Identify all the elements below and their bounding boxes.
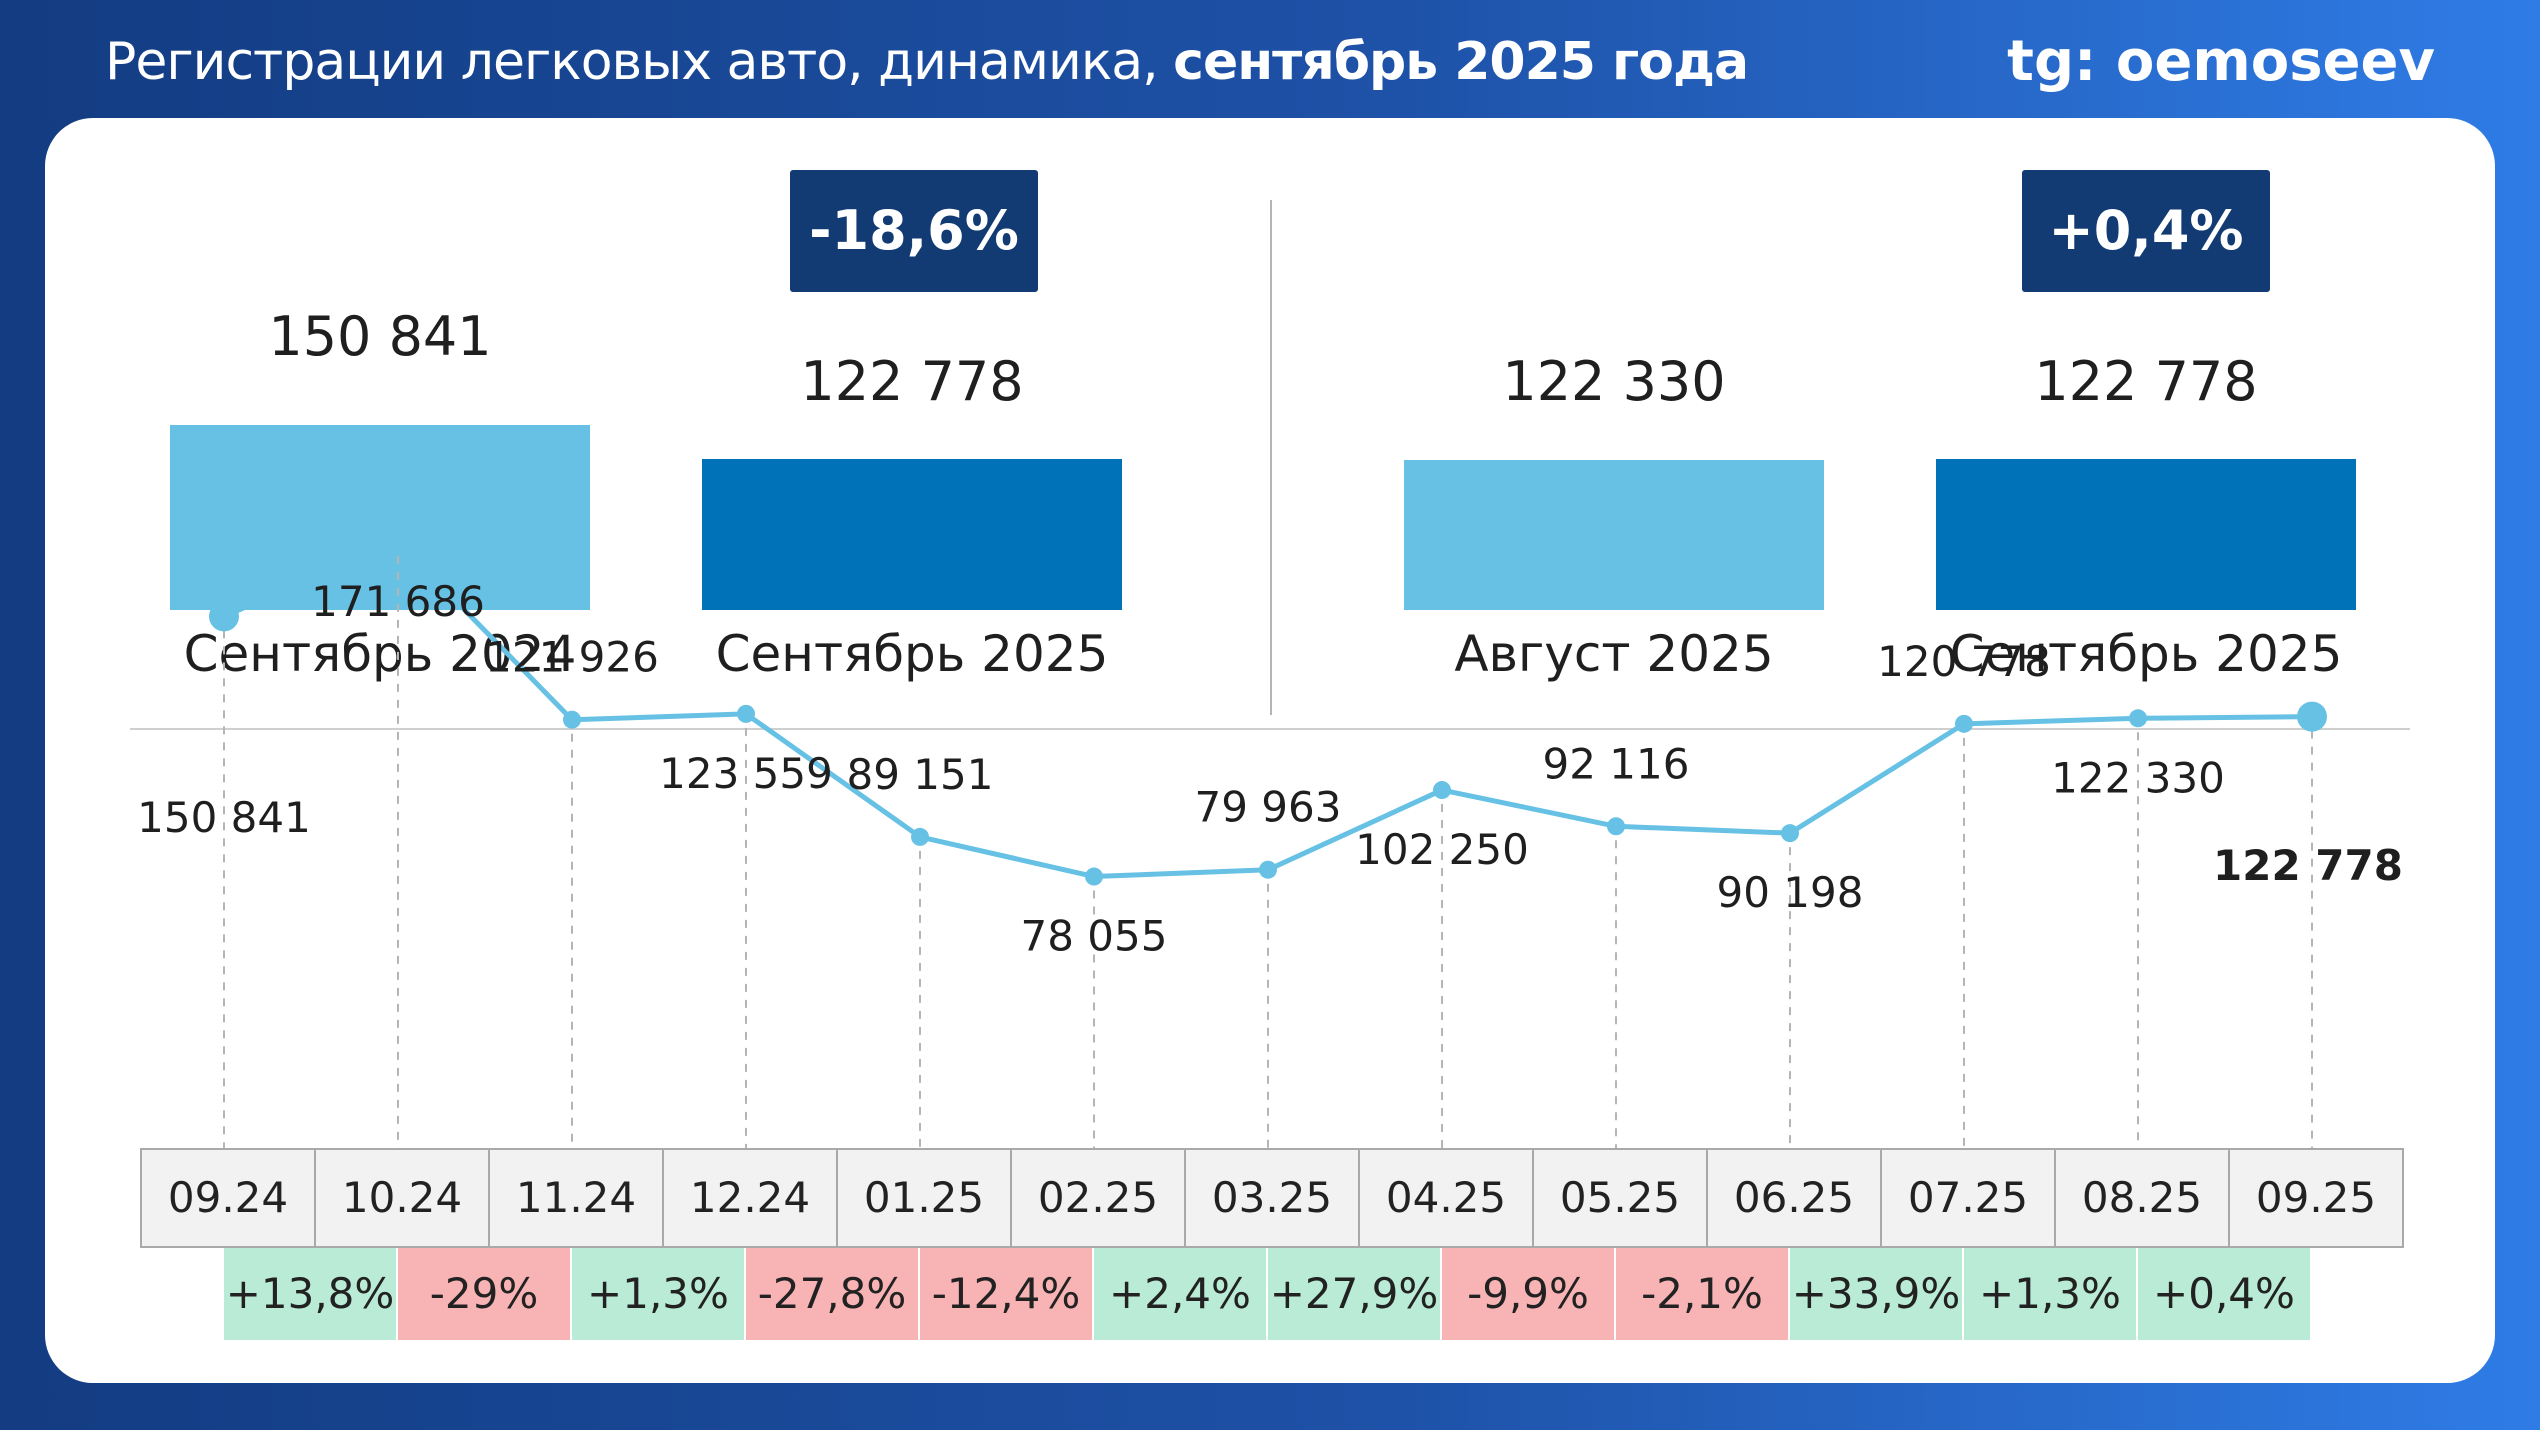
point-value-label: 171 686 [311,577,485,626]
month-cell: 09.25 [2228,1148,2404,1248]
month-change-cell: +33,9% [1790,1248,1964,1340]
bar-september-2025 [702,459,1122,610]
month-cell: 02.25 [1010,1148,1186,1248]
data-point [1433,781,1451,800]
bar-category-label: Сентябрь 2025 [715,625,1109,683]
data-point [389,532,407,551]
data-point [2297,701,2327,732]
month-cell: 12.24 [662,1148,838,1248]
yoy-change-badge: -18,6% [790,170,1038,292]
month-change-cell: +1,3% [572,1248,746,1340]
month-change-cell: +1,3% [1964,1248,2138,1340]
month-change-cell: +27,9% [1268,1248,1442,1340]
month-change-cell: -12,4% [920,1248,1094,1340]
point-value-label: 78 055 [1021,912,1168,961]
month-cell: 10.24 [314,1148,490,1248]
bar-september-2024 [170,425,590,610]
bar-category-label: Август 2025 [1454,625,1774,683]
data-point [209,601,239,632]
point-value-label: 89 151 [847,750,994,799]
month-cell: 01.25 [836,1148,1012,1248]
data-point [1781,824,1799,843]
point-value-label: 150 841 [137,793,311,842]
point-value-label: 120 778 [1877,637,2051,686]
month-cell: 06.25 [1706,1148,1882,1248]
point-value-label: 92 116 [1543,739,1690,788]
month-change-cell: +13,8% [224,1248,398,1340]
data-point [1607,817,1625,836]
data-point [1955,714,1973,733]
point-value-label: 90 198 [1717,868,1864,917]
month-cell: 05.25 [1532,1148,1708,1248]
point-value-label: 79 963 [1195,783,1342,832]
section-divider [1270,200,1272,715]
section-divider-horizontal [130,728,2410,730]
data-point [2129,709,2147,728]
bar-value-label: 122 778 [2034,350,2258,413]
point-value-label: 123 559 [659,749,833,798]
data-point [737,704,755,723]
month-change-cell: -27,8% [746,1248,920,1340]
data-point [563,710,581,729]
month-change-cell: +2,4% [1094,1248,1268,1340]
month-change-cell: -2,1% [1616,1248,1790,1340]
month-cell: 11.24 [488,1148,664,1248]
month-cell: 07.25 [1880,1148,2056,1248]
point-value-label: 122 330 [2051,753,2225,802]
month-cell: 08.25 [2054,1148,2230,1248]
data-point [911,827,929,846]
month-cell: 03.25 [1184,1148,1360,1248]
data-point [1259,860,1277,879]
page-title: Регистрации легковых авто, динамика, сен… [105,22,2005,102]
title-bold: сентябрь 2025 года [1173,32,1749,92]
bar-value-label: 150 841 [268,305,492,368]
bar-august-2025 [1404,460,1824,610]
month-change-cell: -29% [398,1248,572,1340]
title-regular: Регистрации легковых авто, динамика, [105,32,1174,92]
bar-value-label: 122 330 [1502,350,1726,413]
point-value-label: 102 250 [1355,825,1529,874]
point-value-label: 122 778 [2213,841,2403,890]
bar-value-label: 122 778 [800,350,1024,413]
data-point [1085,867,1103,886]
mom-change-badge: +0,4% [2022,170,2270,292]
bar-category-label: Сентябрь 2025 [1949,625,2343,683]
bar-september-2025-right [1936,459,2356,610]
month-cell: 09.24 [140,1148,316,1248]
month-change-cell: -9,9% [1442,1248,1616,1340]
point-value-label: 121 926 [485,633,659,682]
telegram-handle[interactable]: tg: oemoseev [2007,29,2435,94]
month-cell: 04.25 [1358,1148,1534,1248]
month-change-cell: +0,4% [2138,1248,2312,1340]
